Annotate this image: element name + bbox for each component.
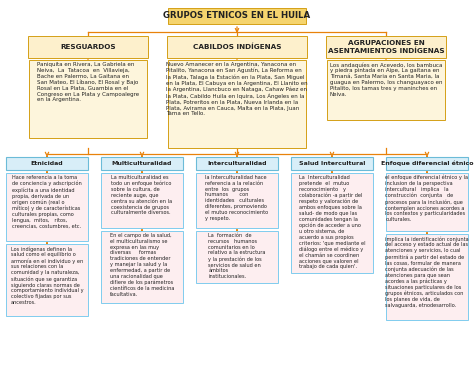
Text: Hace referencia a la toma
de conciencia y adscripción
explícita a una identidad
: Hace referencia a la toma de conciencia … <box>12 175 82 229</box>
FancyBboxPatch shape <box>6 244 88 316</box>
FancyBboxPatch shape <box>386 157 468 170</box>
Text: Paniquita en Rivera, La Gabriela en
Neiva,  La  Tatacoa  en  Villavieja,
Bache e: Paniquita en Rivera, La Gabriela en Neiv… <box>37 62 139 102</box>
Text: En el campo de la salud,
el multiculturalismo se
expresa en las muy
diversas    : En el campo de la salud, el multicultura… <box>110 233 174 296</box>
Text: Salud Intercultural: Salud Intercultural <box>299 161 365 166</box>
FancyBboxPatch shape <box>196 173 278 228</box>
Text: implica la identificación conjunta
del acceso y estado actual de las
atenciones : implica la identificación conjunta del a… <box>385 236 469 308</box>
FancyBboxPatch shape <box>101 157 183 170</box>
FancyBboxPatch shape <box>168 60 306 148</box>
FancyBboxPatch shape <box>6 173 88 241</box>
Text: La  formación  de
recursos   humanos
comunitarios en lo
relativo a la estructura: La formación de recursos humanos comunit… <box>208 233 266 279</box>
FancyBboxPatch shape <box>101 173 183 228</box>
Text: Nuevo Amanecer en la Argentina, Yanacona en
Pitalito, Yanacona en San Agustín, L: Nuevo Amanecer en la Argentina, Yanacona… <box>166 62 308 116</box>
FancyBboxPatch shape <box>6 157 88 170</box>
FancyBboxPatch shape <box>386 173 468 231</box>
Text: La  Interculturalidad
pretende  el  mutuo
reconocimiento   y
colaboración -a par: La Interculturalidad pretende el mutuo r… <box>299 175 365 269</box>
FancyBboxPatch shape <box>291 173 373 273</box>
Text: la Interculturalidad hace
referencia a la relación
entre  los  grupos
humanos   : la Interculturalidad hace referencia a l… <box>205 175 269 221</box>
FancyBboxPatch shape <box>168 8 306 24</box>
FancyBboxPatch shape <box>196 157 278 170</box>
Text: CABILDOS INDÍGENAS: CABILDOS INDÍGENAS <box>193 44 281 50</box>
Text: Los andaquíes en Acevedo, los bambuca
y piedra pintada en Aipe, La gaitana en
Ti: Los andaquíes en Acevedo, los bambuca y … <box>330 62 442 97</box>
Text: GRUPOS ETNICOS EN EL HUILA: GRUPOS ETNICOS EN EL HUILA <box>164 11 310 20</box>
Text: Multiculturalidad: Multiculturalidad <box>112 161 172 166</box>
FancyBboxPatch shape <box>386 234 468 320</box>
FancyBboxPatch shape <box>196 231 278 283</box>
FancyBboxPatch shape <box>29 60 147 138</box>
Text: Los indígenas definen la
salud como el equilibrio o
armonía en el individuo y en: Los indígenas definen la salud como el e… <box>11 246 83 305</box>
Text: Interculturalidad: Interculturalidad <box>207 161 267 166</box>
FancyBboxPatch shape <box>291 157 373 170</box>
FancyBboxPatch shape <box>326 36 446 58</box>
Text: Etnicidad: Etnicidad <box>31 161 64 166</box>
Text: RESGUARDOS: RESGUARDOS <box>60 44 116 50</box>
Text: AGRUPACIONES EN
ASENTAMIENTOS INDÍGENAS: AGRUPACIONES EN ASENTAMIENTOS INDÍGENAS <box>328 40 444 54</box>
FancyBboxPatch shape <box>327 60 445 120</box>
FancyBboxPatch shape <box>167 36 307 58</box>
Text: La multiculturalidad es
todo un enfoque teórico
sobre la cultura, de
reciente au: La multiculturalidad es todo un enfoque … <box>111 175 173 216</box>
FancyBboxPatch shape <box>28 36 148 58</box>
FancyBboxPatch shape <box>101 231 183 303</box>
Text: Enfoque diferencial étnico: Enfoque diferencial étnico <box>381 161 473 166</box>
Text: el enfoque diferencial étnico y la
inclusion de la perspectiva
intercultural   i: el enfoque diferencial étnico y la inclu… <box>385 175 468 222</box>
